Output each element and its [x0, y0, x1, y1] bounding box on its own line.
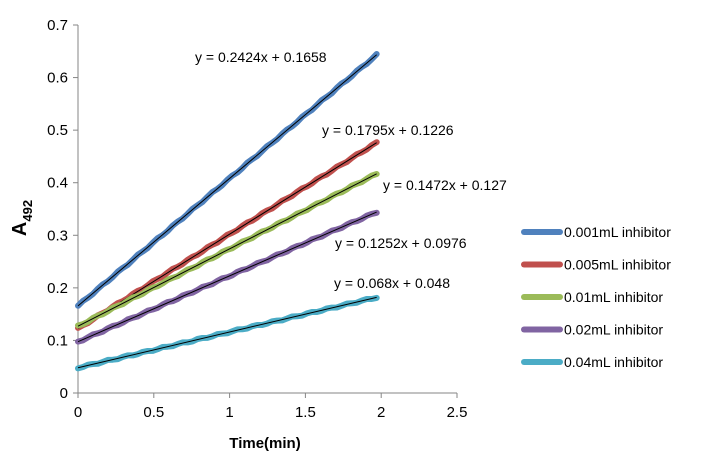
y-tick-label: 0.2 [47, 280, 68, 297]
trendline [77, 296, 377, 369]
trendline [77, 211, 377, 343]
series-layer [75, 51, 380, 372]
y-axis-title: A492 [9, 200, 35, 236]
chart-axes: 0 0.1 0.2 0.3 0.4 0.5 0.6 0.7 0 0.5 1 1.5 2 2.5 [47, 17, 467, 421]
trendline-equation: y = 0.1472x + 0.127 [383, 177, 507, 193]
x-axis-title: Time(min) [229, 435, 300, 452]
y-axis-title-main: A [9, 222, 31, 236]
legend: 0.001mL inhibitor 0.005mL inhibitor 0.01mL… [521, 224, 671, 370]
trendline [77, 173, 377, 327]
y-tick-label: 0.5 [47, 122, 68, 139]
y-tick-label: 0.6 [47, 70, 68, 87]
legend-label: 0.02mL inhibitor [564, 322, 663, 338]
y-tick-label: 0.4 [47, 175, 68, 192]
y-tick-label: 0.1 [47, 332, 68, 349]
series-line [75, 294, 380, 372]
x-tick-label: 0.5 [143, 404, 164, 421]
y-tick-label: 0 [60, 385, 68, 402]
trendline [77, 54, 377, 307]
x-tick-label: 1 [225, 404, 233, 421]
legend-label: 0.04mL inhibitor [564, 354, 663, 370]
x-tick-label: 1.5 [295, 404, 316, 421]
y-tick-label: 0.7 [47, 17, 68, 34]
y-tick-label: 0.3 [47, 227, 68, 244]
legend-label: 0.001mL inhibitor [564, 224, 671, 240]
x-tick-label: 0 [74, 404, 82, 421]
trendline-equation: y = 0.2424x + 0.1658 [195, 49, 327, 65]
legend-label: 0.01mL inhibitor [564, 289, 663, 305]
legend-label: 0.005mL inhibitor [564, 257, 671, 273]
x-tick-label: 2 [377, 404, 385, 421]
equation-labels: y = 0.2424x + 0.1658 y = 0.1795x + 0.1226… [195, 49, 507, 291]
trendline-equation: y = 0.1252x + 0.0976 [335, 235, 467, 251]
trendline-equation: y = 0.068x + 0.048 [334, 275, 450, 291]
x-tick-label: 2.5 [447, 404, 468, 421]
trendline-equation: y = 0.1795x + 0.1226 [322, 122, 454, 138]
y-axis-title-sub: 492 [20, 200, 35, 222]
